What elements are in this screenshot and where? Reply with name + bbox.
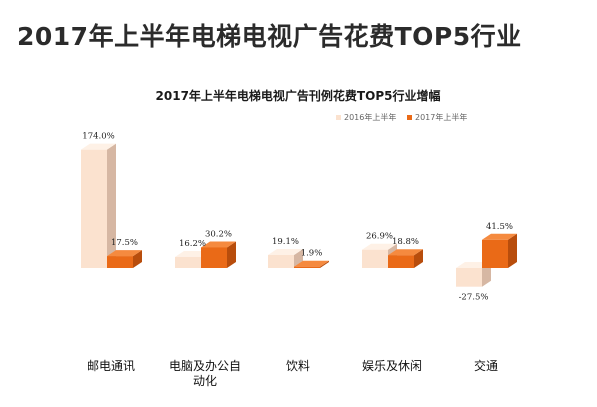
- bar-front: [201, 247, 227, 268]
- bar-0-series-1: [107, 250, 142, 268]
- bar-front: [294, 266, 320, 268]
- data-label: 41.5%: [486, 222, 513, 232]
- data-label: 18.8%: [392, 237, 419, 247]
- category-label: 交通: [474, 358, 498, 373]
- bar-front: [482, 239, 508, 268]
- bar-front: [362, 249, 388, 268]
- bar-front: [175, 256, 201, 268]
- bar-top: [388, 249, 423, 256]
- bar-4-series-1: [482, 233, 517, 268]
- legend-swatch-2017: [407, 115, 412, 120]
- bar-3-series-1: [388, 249, 423, 268]
- category-label: 饮料: [286, 359, 310, 373]
- legend-label-2016: 2016年上半年: [344, 112, 396, 122]
- bar-2-series-0: [268, 249, 303, 268]
- bar-top: [107, 250, 142, 257]
- bar-top: [362, 243, 397, 250]
- bar-top: [294, 260, 329, 267]
- bar-front: [107, 256, 133, 268]
- data-label: -27.5%: [459, 293, 489, 303]
- bar-top: [81, 143, 116, 150]
- category-label: 动化: [193, 374, 217, 388]
- bar-side: [107, 143, 116, 268]
- bar-top: [201, 241, 236, 248]
- labels-layer: 174.0% 17.5% 16.2%30.2% 19.1%1.9% 26.9%18.8%…: [82, 132, 513, 303]
- data-label: 16.2%: [179, 239, 206, 249]
- bar-side: [508, 233, 517, 268]
- bar-1-series-1: [201, 241, 236, 268]
- data-label: 17.5%: [111, 238, 138, 248]
- data-label: 1.9%: [301, 249, 323, 259]
- legend: 2016年上半年 2017年上半年: [336, 112, 467, 122]
- data-label: 26.9%: [366, 232, 393, 242]
- bar-front: [388, 255, 414, 268]
- legend-swatch-2016: [336, 115, 341, 120]
- slide-title: 2017年上半年电梯电视广告花费TOP5行业: [17, 22, 522, 51]
- bar-side: [133, 250, 142, 268]
- bar-side: [414, 249, 423, 268]
- bar-side: [482, 262, 491, 287]
- bar-top: [482, 233, 517, 240]
- data-label: 174.0%: [82, 132, 114, 142]
- bar-0-series-0: [81, 143, 116, 268]
- bar-2-series-1: [294, 260, 329, 268]
- category-label: 邮电通讯: [87, 359, 135, 373]
- bar-front: [268, 255, 294, 268]
- bars-layer: [81, 143, 517, 287]
- chart-title: 2017年上半年电梯电视广告刊例花费TOP5行业增幅: [156, 88, 441, 103]
- bar-side: [320, 260, 329, 268]
- data-label: 19.1%: [272, 237, 299, 247]
- category-label: 电脑及办公自: [169, 358, 241, 373]
- data-label: 30.2%: [205, 229, 232, 239]
- legend-label-2017: 2017年上半年: [415, 112, 467, 122]
- category-label: 娱乐及休闲: [362, 359, 422, 373]
- bar-side: [227, 241, 236, 268]
- bar-top: [268, 249, 303, 256]
- bar-front: [456, 268, 482, 287]
- bar-front: [81, 149, 107, 268]
